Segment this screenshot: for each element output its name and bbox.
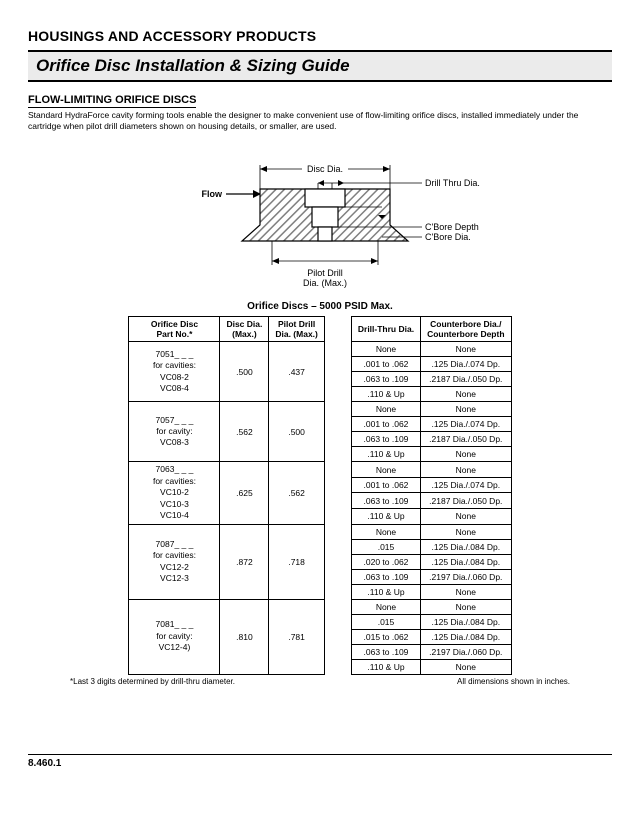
disc-dia-label: Disc Dia. — [307, 164, 343, 174]
disc-dia-cell: .562 — [220, 402, 269, 462]
drill-thru-cell: .015 — [351, 539, 420, 554]
pilot-cell: .562 — [269, 462, 325, 524]
pilot-cell: .718 — [269, 524, 325, 599]
part-cell: 7063_ _ _ for cavities: VC10-2 VC10-3 VC… — [129, 462, 220, 524]
counterbore-cell: .2197 Dia./.060 Dp. — [421, 569, 511, 584]
footnote-left: *Last 3 digits determined by drill-thru … — [70, 677, 235, 686]
cross-section-diagram: Flow Disc Dia. Drill Thru Dia. C'Bore De… — [28, 143, 612, 293]
counterbore-cell: .125 Dia./.084 Dp. — [421, 539, 511, 554]
drill-thru-cell: .063 to .109 — [351, 644, 420, 659]
col-part: Orifice Disc Part No.* — [129, 317, 220, 342]
drill-thru-cell: .001 to .062 — [351, 357, 420, 372]
counterbore-cell: None — [421, 447, 511, 462]
pilot-cell: .500 — [269, 402, 325, 462]
drill-thru-cell: .110 & Up — [351, 659, 420, 674]
drill-thru-cell: None — [351, 524, 420, 539]
drill-thru-cell: None — [351, 342, 420, 357]
pilot-cell: .781 — [269, 599, 325, 674]
disc-dia-cell: .810 — [220, 599, 269, 674]
counterbore-cell: None — [421, 524, 511, 539]
drill-thru-label: Drill Thru Dia. — [425, 178, 480, 188]
orifice-table: Orifice Disc Part No.* Disc Dia. (Max.) … — [128, 316, 511, 674]
counterbore-cell: .2187 Dia./.050 Dp. — [421, 372, 511, 387]
pilot-label-1: Pilot Drill — [307, 268, 343, 278]
counterbore-cell: .125 Dia./.074 Dp. — [421, 357, 511, 372]
drill-thru-cell: .063 to .109 — [351, 372, 420, 387]
drill-thru-cell: None — [351, 462, 420, 478]
counterbore-cell: None — [421, 659, 511, 674]
part-cell: 7081_ _ _ for cavity: VC12-4) — [129, 599, 220, 674]
drill-thru-cell: .063 to .109 — [351, 432, 420, 447]
drill-thru-cell: None — [351, 599, 420, 614]
part-cell: 7057_ _ _ for cavity: VC08-3 — [129, 402, 220, 462]
page-title: Orifice Disc Installation & Sizing Guide — [36, 56, 350, 75]
drill-thru-cell: .015 — [351, 614, 420, 629]
col-disc: Disc Dia. (Max.) — [220, 317, 269, 342]
cbore-depth-label: C'Bore Depth — [425, 222, 479, 232]
counterbore-cell: None — [421, 599, 511, 614]
counterbore-cell: None — [421, 342, 511, 357]
drill-thru-cell: .063 to .109 — [351, 569, 420, 584]
disc-dia-cell: .625 — [220, 462, 269, 524]
drill-thru-cell: .001 to .062 — [351, 417, 420, 432]
counterbore-cell: None — [421, 462, 511, 478]
drill-thru-cell: None — [351, 402, 420, 417]
pilot-label-2: Dia. (Max.) — [303, 278, 347, 288]
counterbore-cell: .2197 Dia./.060 Dp. — [421, 644, 511, 659]
counterbore-cell: .125 Dia./.074 Dp. — [421, 417, 511, 432]
counterbore-cell: .125 Dia./.084 Dp. — [421, 614, 511, 629]
counterbore-cell: None — [421, 387, 511, 402]
drill-thru-cell: .015 to .062 — [351, 629, 420, 644]
col-cb: Counterbore Dia./ Counterbore Depth — [421, 317, 511, 342]
drill-thru-cell: .110 & Up — [351, 584, 420, 599]
counterbore-cell: .125 Dia./.084 Dp. — [421, 554, 511, 569]
disc-dia-cell: .500 — [220, 342, 269, 402]
drill-thru-cell: .110 & Up — [351, 508, 420, 524]
flow-label: Flow — [202, 189, 223, 199]
counterbore-cell: None — [421, 402, 511, 417]
drill-thru-cell: .020 to .062 — [351, 554, 420, 569]
section-heading-wrap: FLOW-LIMITING ORIFICE DISCS — [28, 94, 612, 110]
drill-thru-cell: .063 to .109 — [351, 493, 420, 509]
counterbore-cell: .2187 Dia./.050 Dp. — [421, 493, 511, 509]
title-box: Orifice Disc Installation & Sizing Guide — [28, 50, 612, 82]
pilot-cell: .437 — [269, 342, 325, 402]
page-header: HOUSINGS AND ACCESSORY PRODUCTS — [28, 28, 612, 44]
col-pilot: Pilot Drill Dia. (Max.) — [269, 317, 325, 342]
drill-thru-cell: .110 & Up — [351, 447, 420, 462]
footnotes: *Last 3 digits determined by drill-thru … — [70, 677, 570, 686]
counterbore-cell: None — [421, 508, 511, 524]
intro-text: Standard HydraForce cavity forming tools… — [28, 110, 612, 131]
footnote-right: All dimensions shown in inches. — [457, 677, 570, 686]
col-dt: Drill-Thru Dia. — [351, 317, 420, 342]
disc-dia-cell: .872 — [220, 524, 269, 599]
counterbore-cell: None — [421, 584, 511, 599]
part-cell: 7051_ _ _ for cavities: VC08-2 VC08-4 — [129, 342, 220, 402]
drill-thru-cell: .001 to .062 — [351, 477, 420, 493]
drill-thru-cell: .110 & Up — [351, 387, 420, 402]
section-heading: FLOW-LIMITING ORIFICE DISCS — [28, 94, 196, 108]
table-caption: Orifice Discs – 5000 PSID Max. — [28, 301, 612, 312]
counterbore-cell: .2187 Dia./.050 Dp. — [421, 432, 511, 447]
page-number: 8.460.1 — [28, 754, 612, 769]
cbore-dia-label: C'Bore Dia. — [425, 232, 471, 242]
part-cell: 7087_ _ _ for cavities: VC12-2 VC12-3 — [129, 524, 220, 599]
counterbore-cell: .125 Dia./.084 Dp. — [421, 629, 511, 644]
counterbore-cell: .125 Dia./.074 Dp. — [421, 477, 511, 493]
